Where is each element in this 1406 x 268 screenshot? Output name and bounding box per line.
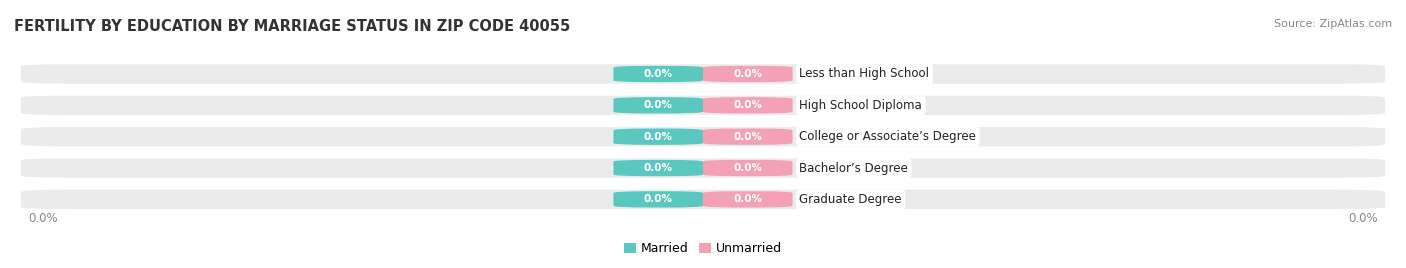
Text: 0.0%: 0.0%: [734, 100, 762, 110]
Text: Less than High School: Less than High School: [800, 68, 929, 80]
FancyBboxPatch shape: [703, 129, 793, 145]
FancyBboxPatch shape: [613, 191, 703, 207]
FancyBboxPatch shape: [21, 96, 1385, 115]
Text: High School Diploma: High School Diploma: [800, 99, 922, 112]
FancyBboxPatch shape: [703, 191, 793, 207]
Text: 0.0%: 0.0%: [734, 69, 762, 79]
Text: College or Associate’s Degree: College or Associate’s Degree: [800, 130, 976, 143]
Text: Source: ZipAtlas.com: Source: ZipAtlas.com: [1274, 19, 1392, 29]
Text: 0.0%: 0.0%: [734, 194, 762, 204]
Text: 0.0%: 0.0%: [1348, 212, 1378, 225]
Text: 0.0%: 0.0%: [644, 100, 672, 110]
FancyBboxPatch shape: [21, 190, 1385, 209]
Text: FERTILITY BY EDUCATION BY MARRIAGE STATUS IN ZIP CODE 40055: FERTILITY BY EDUCATION BY MARRIAGE STATU…: [14, 19, 571, 34]
FancyBboxPatch shape: [613, 97, 703, 113]
Text: 0.0%: 0.0%: [644, 163, 672, 173]
Text: 0.0%: 0.0%: [734, 132, 762, 142]
FancyBboxPatch shape: [613, 160, 703, 176]
Text: 0.0%: 0.0%: [644, 69, 672, 79]
Legend: Married, Unmarried: Married, Unmarried: [619, 237, 787, 260]
Text: 0.0%: 0.0%: [734, 163, 762, 173]
FancyBboxPatch shape: [613, 66, 703, 82]
FancyBboxPatch shape: [21, 64, 1385, 84]
Text: Graduate Degree: Graduate Degree: [800, 193, 903, 206]
FancyBboxPatch shape: [703, 66, 793, 82]
Text: Bachelor’s Degree: Bachelor’s Degree: [800, 162, 908, 174]
Text: 0.0%: 0.0%: [28, 212, 58, 225]
Text: 0.0%: 0.0%: [644, 132, 672, 142]
FancyBboxPatch shape: [703, 97, 793, 113]
FancyBboxPatch shape: [21, 127, 1385, 146]
FancyBboxPatch shape: [613, 129, 703, 145]
FancyBboxPatch shape: [703, 160, 793, 176]
FancyBboxPatch shape: [21, 158, 1385, 178]
Text: 0.0%: 0.0%: [644, 194, 672, 204]
